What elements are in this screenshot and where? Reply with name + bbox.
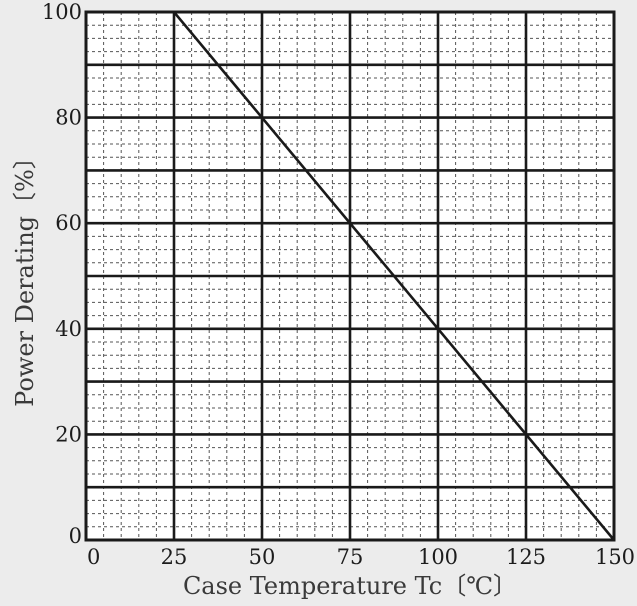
derating-line xyxy=(86,10,615,541)
x-tick-labels: 0 25 50 75 100 125 150 xyxy=(87,545,635,569)
y-tick-label: 40 xyxy=(55,317,82,341)
x-tick-label: 125 xyxy=(506,545,546,569)
series-layer xyxy=(86,10,615,541)
x-tick-label: 50 xyxy=(249,545,276,569)
y-tick-label: 80 xyxy=(55,106,82,130)
x-tick-label: 25 xyxy=(161,545,188,569)
x-tick-label: 0 xyxy=(87,545,100,569)
y-tick-label: 100 xyxy=(42,0,82,24)
y-tick-label: 0 xyxy=(69,524,82,548)
x-tick-label: 75 xyxy=(337,545,364,569)
y-axis-title: Power Derating〔%〕 xyxy=(11,145,39,407)
y-tick-label: 20 xyxy=(55,422,82,446)
x-tick-label: 100 xyxy=(418,545,458,569)
x-axis-title: Case Temperature Tc〔℃〕 xyxy=(183,572,517,600)
y-tick-label: 60 xyxy=(55,211,82,235)
y-tick-labels: 0 20 40 60 80 100 xyxy=(42,0,82,548)
plot-frame xyxy=(84,10,616,542)
x-tick-label: 150 xyxy=(595,545,635,569)
